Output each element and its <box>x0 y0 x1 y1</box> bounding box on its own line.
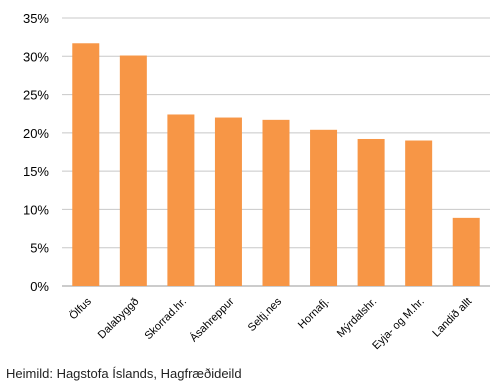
x-tick-label: Seltj.nes <box>246 295 285 334</box>
x-tick-label: Skorrad.hr. <box>142 296 189 343</box>
bar <box>357 138 385 286</box>
x-tick-label: Dalabyggð <box>96 296 142 342</box>
y-tick-label: 15% <box>23 164 49 179</box>
source-note: Heimild: Hagstofa Íslands, Hagfræðideild <box>6 366 242 381</box>
x-tick-label: Ölfus <box>67 295 94 322</box>
bar <box>262 119 290 286</box>
y-tick-label: 25% <box>23 88 49 103</box>
y-tick-label: 35% <box>23 11 49 26</box>
bar <box>72 43 100 286</box>
y-tick-label: 0% <box>30 279 49 294</box>
y-tick-label: 20% <box>23 126 49 141</box>
bar <box>119 55 147 286</box>
y-tick-label: 10% <box>23 202 49 217</box>
x-axis-ticks: Ölfus Dalabyggð Skorrad.hr.Ásahreppur Seltj… <box>67 295 474 352</box>
bar <box>214 117 242 287</box>
bar <box>167 114 195 286</box>
bar <box>405 140 433 286</box>
bar <box>452 217 480 286</box>
bar <box>310 129 338 286</box>
x-tick-label: Ásahreppur <box>187 295 237 345</box>
bars <box>72 43 480 287</box>
x-tick-label: Landið allt <box>430 296 474 340</box>
y-tick-label: 30% <box>23 49 49 64</box>
x-tick-label: Mýrdalshr. <box>335 296 379 340</box>
y-tick-label: 5% <box>30 241 49 256</box>
y-axis-ticks: 0% 5% 10% 15% 20% 25% 30% 35% <box>23 11 49 294</box>
x-tick-label: Hornafj. <box>296 296 332 332</box>
